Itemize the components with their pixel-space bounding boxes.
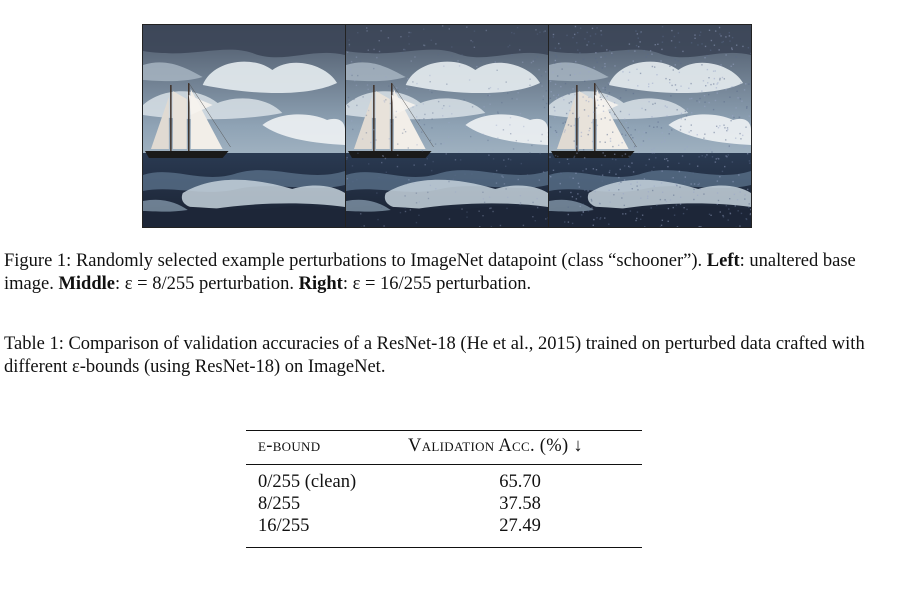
schooner-image-right xyxy=(549,25,751,227)
right-label: Right xyxy=(298,274,343,294)
middle-label: Middle xyxy=(58,274,115,294)
perturbed-8-image-panel xyxy=(346,25,549,227)
base-image-panel xyxy=(143,25,346,227)
header-validation-accuracy: Validation Acc. (%) ↓ xyxy=(408,436,583,456)
row-bound: 8/255 xyxy=(258,494,301,514)
table-row: 0/255 (clean) 65.70 xyxy=(246,465,642,494)
figure-caption-prefix: Figure 1: Randomly selected example pert… xyxy=(4,251,707,271)
perturbed-16-image-panel xyxy=(549,25,751,227)
row-bound: 0/255 (clean) xyxy=(258,472,357,492)
table-header-row: ε-bound Validation Acc. (%) ↓ xyxy=(246,430,642,465)
right-text: : ε = 16/255 perturbation. xyxy=(342,274,532,294)
row-bound: 16/255 xyxy=(258,516,310,536)
results-table-wrapper: ε-bound Validation Acc. (%) ↓ 0/255 (cle… xyxy=(246,430,642,548)
table-row: 16/255 27.49 xyxy=(246,515,642,548)
left-text: : unaltered base image. xyxy=(4,251,856,294)
row-accuracy: 27.49 xyxy=(499,516,541,536)
row-accuracy: 65.70 xyxy=(499,472,541,492)
left-label: Left xyxy=(706,251,740,271)
figure-image-strip xyxy=(142,24,752,228)
results-table: ε-bound Validation Acc. (%) ↓ 0/255 (cle… xyxy=(246,430,642,548)
figure-caption: Figure 1: Randomly selected example pert… xyxy=(4,250,896,296)
middle-text: : ε = 8/255 perturbation. xyxy=(114,274,299,294)
schooner-image-left xyxy=(143,25,345,227)
table-row: 8/255 37.58 xyxy=(246,493,642,515)
schooner-image-middle xyxy=(346,25,548,227)
row-accuracy: 37.58 xyxy=(499,494,541,514)
table-caption: Table 1: Comparison of validation accura… xyxy=(4,334,865,377)
header-epsilon-bound: ε-bound xyxy=(258,436,321,456)
